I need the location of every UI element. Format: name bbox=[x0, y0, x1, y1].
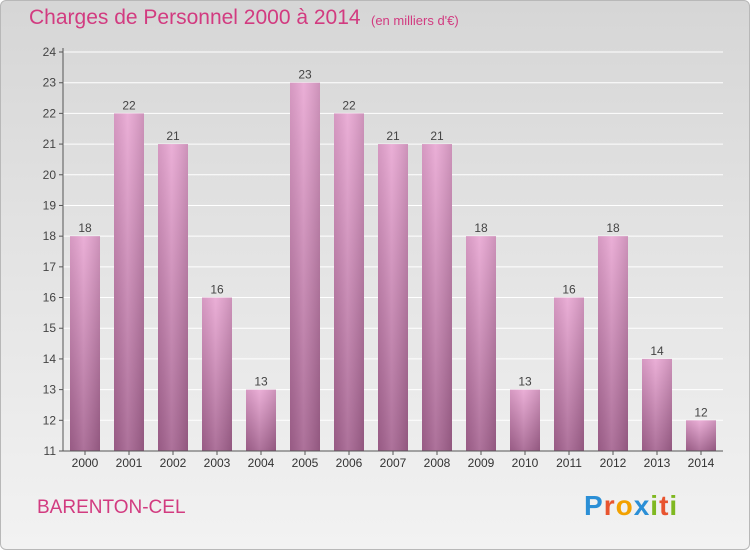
x-tick-label: 2000 bbox=[72, 456, 99, 470]
bar-shade bbox=[554, 297, 584, 451]
x-tick-label: 2012 bbox=[600, 456, 627, 470]
bar-shade bbox=[334, 113, 364, 451]
bar-shade bbox=[114, 113, 144, 451]
data-label: 13 bbox=[518, 375, 532, 389]
y-tick-label: 19 bbox=[43, 198, 57, 212]
y-tick-label: 17 bbox=[43, 260, 57, 274]
x-tick-label: 2006 bbox=[336, 456, 363, 470]
data-label: 13 bbox=[254, 375, 268, 389]
bar-shade bbox=[686, 420, 716, 451]
bar-shade bbox=[510, 389, 540, 451]
proxiti-logo: Proxiti bbox=[584, 490, 678, 522]
bar-shade bbox=[290, 82, 320, 451]
x-tick-label: 2003 bbox=[204, 456, 231, 470]
bar-shade bbox=[598, 236, 628, 451]
y-tick-label: 21 bbox=[43, 137, 57, 151]
x-tick-label: 2005 bbox=[292, 456, 319, 470]
x-tick-label: 2002 bbox=[160, 456, 187, 470]
commune-name: BARENTON-CEL bbox=[37, 497, 186, 518]
y-tick-label: 24 bbox=[43, 45, 57, 59]
x-tick-label: 2010 bbox=[512, 456, 539, 470]
x-tick-label: 2009 bbox=[468, 456, 495, 470]
y-tick-label: 12 bbox=[43, 413, 57, 427]
x-tick-label: 2007 bbox=[380, 456, 407, 470]
logo-letter: r bbox=[603, 490, 616, 521]
bars bbox=[70, 82, 716, 452]
data-label: 18 bbox=[474, 221, 488, 235]
axes: 11 12 13 14 15 16 17 18 19 20 21 22 23 24 2000 2001 2002… bbox=[43, 45, 723, 470]
data-label: 18 bbox=[78, 221, 92, 235]
y-tick-label: 20 bbox=[43, 168, 57, 182]
x-tick-label: 2011 bbox=[556, 456, 582, 470]
y-tick-label: 15 bbox=[43, 321, 57, 335]
y-tick-label: 22 bbox=[43, 106, 57, 120]
logo-letter: i bbox=[650, 490, 660, 521]
logo-letter: i bbox=[669, 490, 679, 521]
bar-shade bbox=[422, 144, 452, 452]
bar-shade bbox=[158, 144, 188, 452]
x-tick-label: 2004 bbox=[248, 456, 275, 470]
x-tick-label: 2014 bbox=[688, 456, 715, 470]
data-label: 18 bbox=[606, 221, 620, 235]
y-tick-label: 18 bbox=[43, 229, 57, 243]
bar-shade bbox=[466, 236, 496, 451]
logo-letter: o bbox=[615, 490, 634, 521]
y-tick-label: 14 bbox=[43, 352, 57, 366]
data-label: 22 bbox=[122, 98, 136, 112]
chart-subtitle: (en milliers d'€) bbox=[371, 13, 459, 28]
x-tick-label: 2013 bbox=[644, 456, 671, 470]
x-tick-label: 2001 bbox=[116, 456, 143, 470]
data-label: 23 bbox=[298, 68, 312, 82]
chart-title: Charges de Personnel 2000 à 2014 bbox=[29, 6, 361, 29]
data-label: 21 bbox=[166, 129, 180, 143]
data-label: 21 bbox=[386, 129, 400, 143]
y-tick-label: 16 bbox=[43, 291, 57, 305]
y-tick-label: 23 bbox=[43, 76, 57, 90]
bar-shade bbox=[246, 389, 276, 451]
bar-shade bbox=[378, 144, 408, 452]
data-labels: 18 22 21 16 13 23 22 21 21 18 13 16 18 14 12 bbox=[78, 68, 708, 420]
x-tick-label: 2008 bbox=[424, 456, 451, 470]
logo-letter: P bbox=[584, 490, 604, 521]
bar-shade bbox=[642, 358, 672, 451]
bar-shade bbox=[70, 236, 100, 451]
data-label: 12 bbox=[694, 405, 708, 419]
data-label: 14 bbox=[650, 344, 664, 358]
data-label: 16 bbox=[210, 283, 224, 297]
bar-shade bbox=[202, 297, 232, 451]
data-label: 21 bbox=[430, 129, 444, 143]
y-tick-label: 13 bbox=[43, 383, 57, 397]
data-label: 16 bbox=[562, 283, 576, 297]
logo-letter: t bbox=[659, 490, 670, 521]
y-tick-label: 11 bbox=[44, 444, 57, 458]
logo-letter: x bbox=[633, 490, 651, 521]
data-label: 22 bbox=[342, 98, 356, 112]
